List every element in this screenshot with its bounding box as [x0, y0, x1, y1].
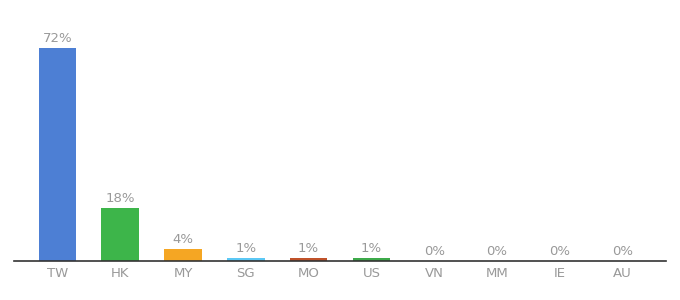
Text: 18%: 18% [105, 192, 135, 205]
Bar [227, 258, 265, 261]
Text: 0%: 0% [549, 245, 571, 258]
Text: 0%: 0% [612, 245, 633, 258]
Bar [165, 249, 202, 261]
Text: 0%: 0% [424, 245, 445, 258]
Text: 72%: 72% [43, 32, 72, 45]
Bar [101, 208, 139, 261]
Bar [39, 48, 76, 261]
Bar [290, 258, 328, 261]
Text: 0%: 0% [486, 245, 507, 258]
Text: 1%: 1% [298, 242, 319, 255]
Text: 4%: 4% [173, 233, 194, 246]
Text: 1%: 1% [235, 242, 256, 255]
Bar [352, 258, 390, 261]
Text: 1%: 1% [361, 242, 382, 255]
